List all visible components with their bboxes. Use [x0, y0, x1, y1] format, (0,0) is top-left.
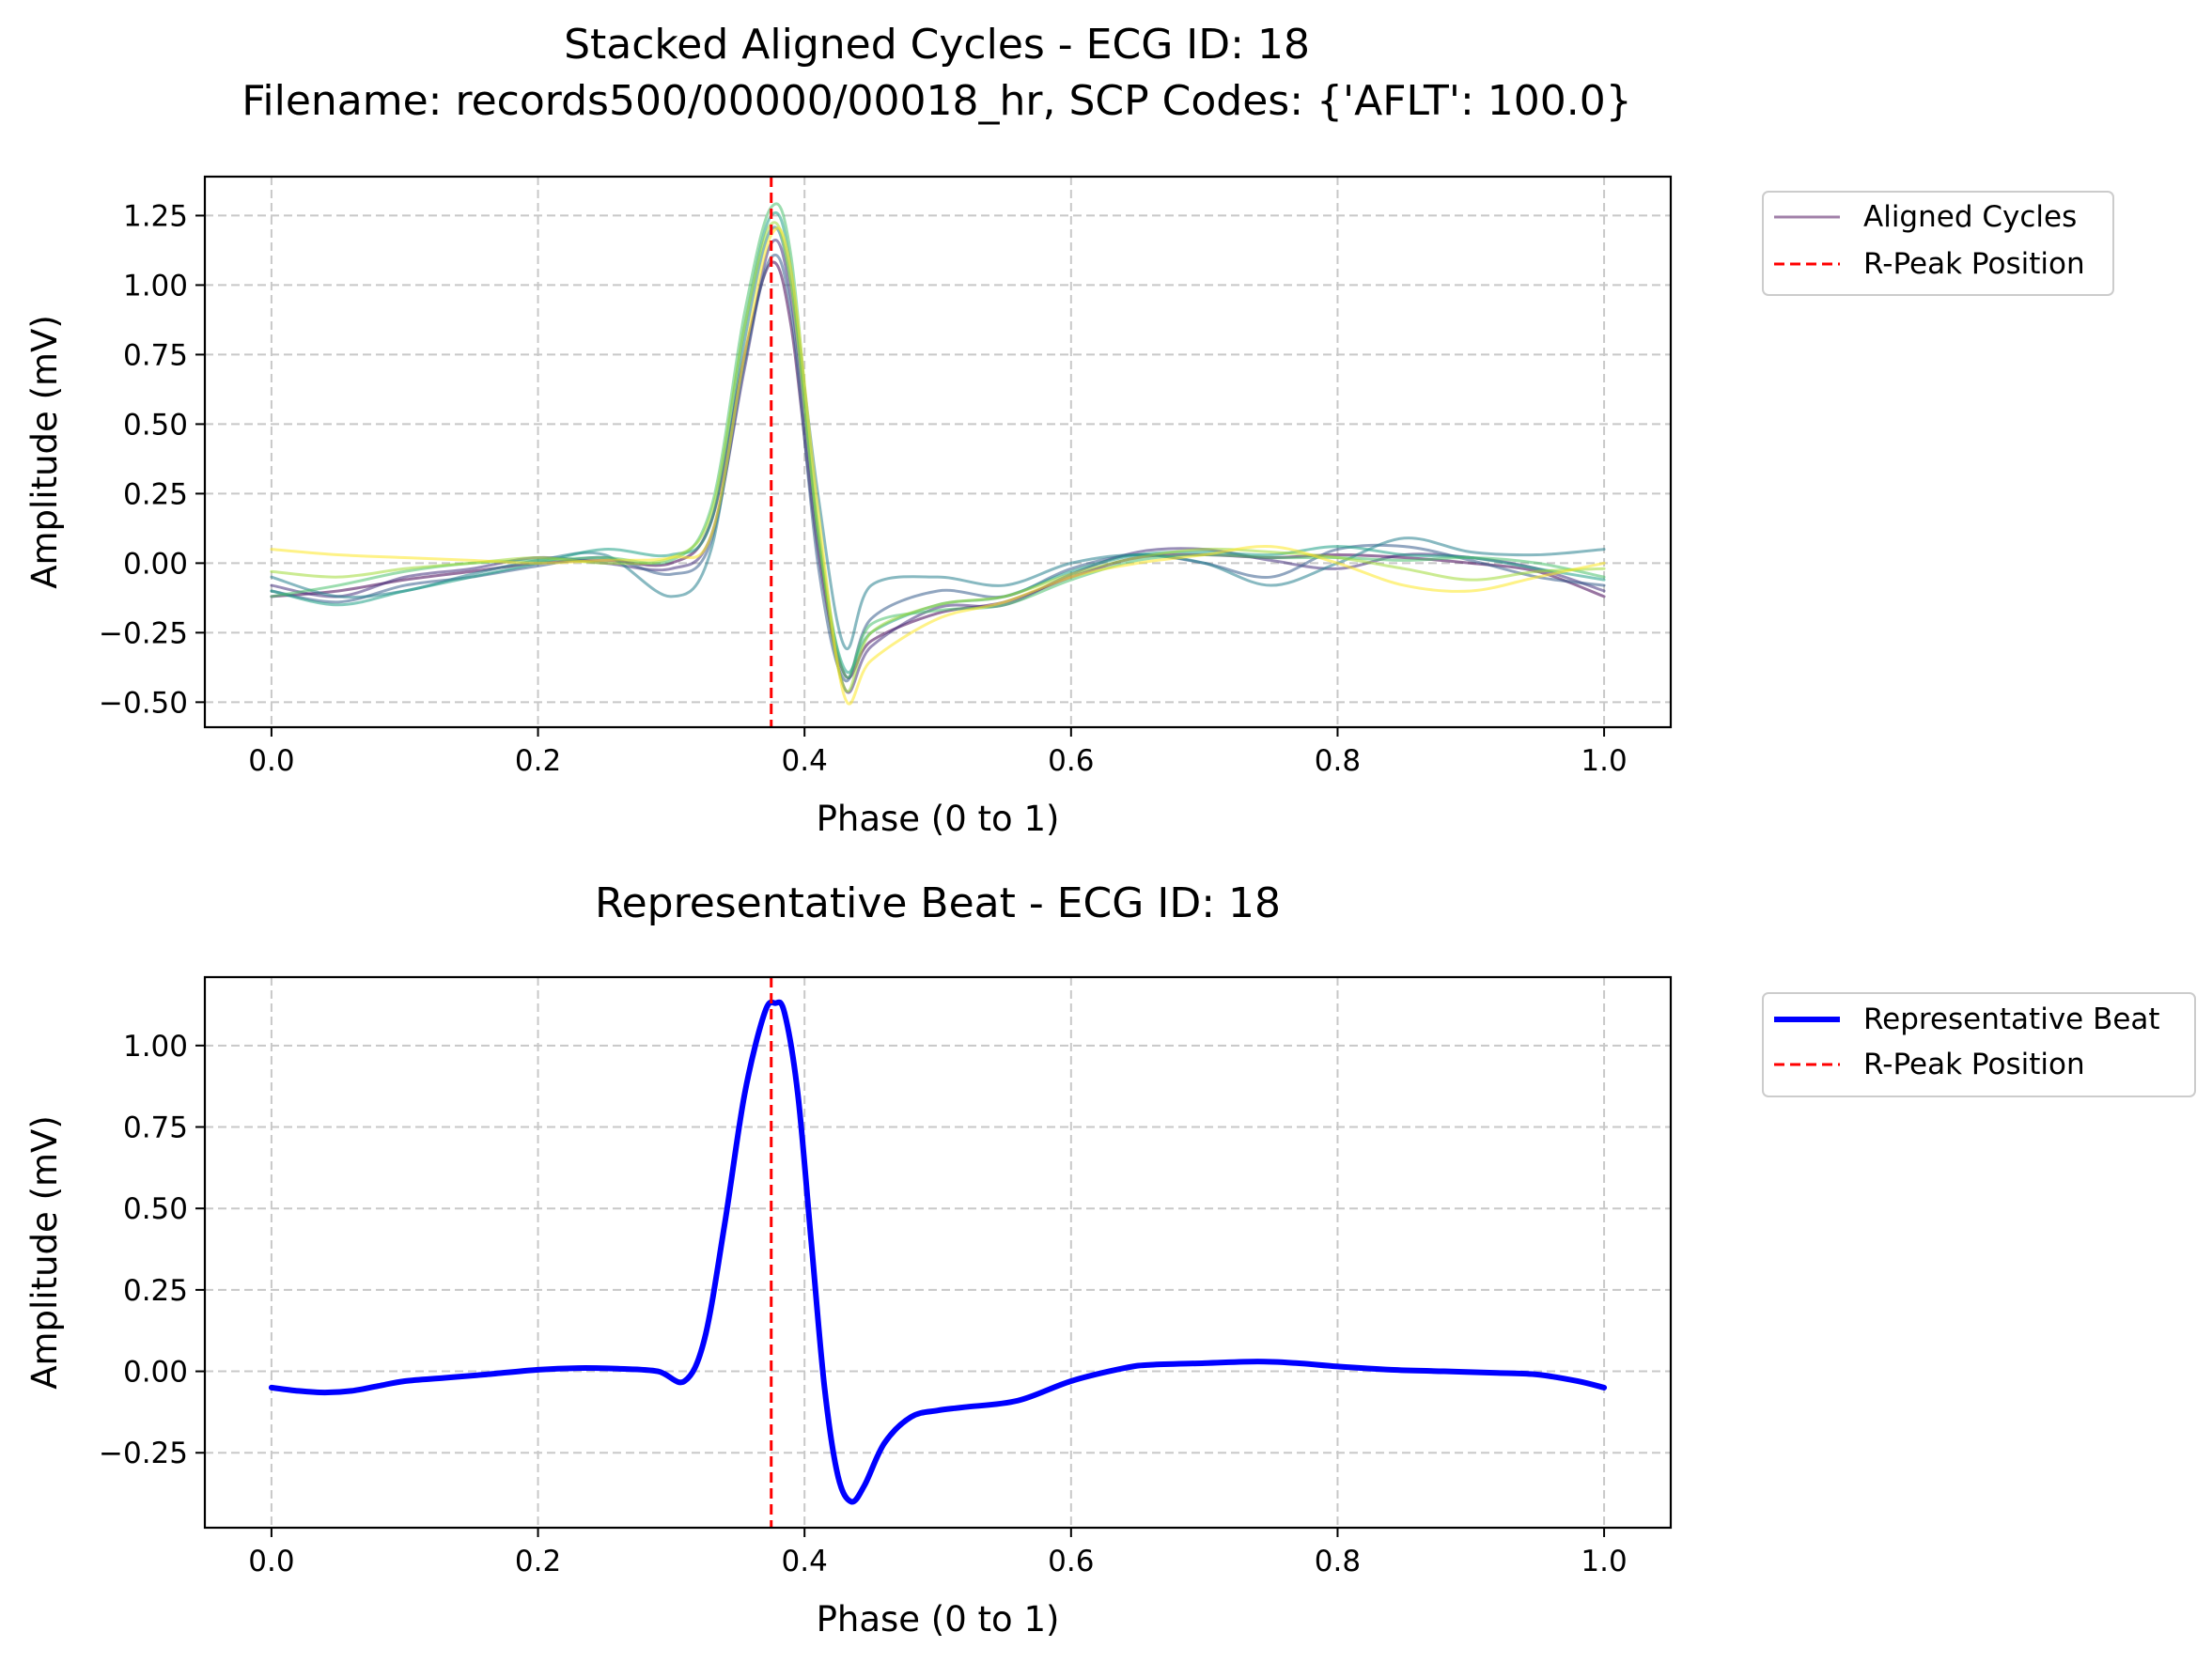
y-tick-label: −0.25	[99, 616, 188, 650]
x-tick-label: 0.8	[1315, 1545, 1361, 1578]
x-tick-label: 0.8	[1315, 744, 1361, 778]
x-tick-label: 0.4	[782, 744, 828, 778]
representative-beat-panel: Representative Beat - ECG ID: 18 0.0 0.2 0…	[24, 879, 2196, 1640]
legend-r-peak-label: R-Peak Position	[1863, 247, 2085, 281]
representative-beat-line	[268, 999, 1608, 1505]
stacked-cycles-ylabel: Amplitude (mV)	[24, 315, 65, 589]
y-tick-label: 0.75	[123, 1111, 188, 1145]
stacked-cycles-xlabel: Phase (0 to 1)	[817, 799, 1060, 839]
legend-frame	[1762, 191, 2114, 296]
x-tick-label: 1.0	[1581, 744, 1627, 778]
y-tick-label: 1.25	[123, 199, 188, 233]
stacked-cycles-grid	[205, 177, 1671, 727]
y-tick-label: 0.25	[123, 1274, 188, 1308]
x-tick-label: 0.4	[782, 1545, 828, 1578]
legend-representative-beat-label: Representative Beat	[1863, 1002, 2160, 1036]
figure-title-line1: Stacked Aligned Cycles - ECG ID: 18	[564, 21, 1310, 69]
representative-beat-legend: Representative Beat R-Peak Position	[1762, 992, 2196, 1097]
y-tick-label: 0.50	[123, 1192, 188, 1226]
y-tick-label: 0.25	[123, 477, 188, 511]
legend-aligned-cycles-label: Aligned Cycles	[1863, 200, 2077, 234]
representative-beat-axes-frame	[203, 975, 1673, 1530]
x-tick-label: 0.0	[248, 744, 294, 778]
stacked-cycles-series	[270, 202, 1606, 706]
y-tick-label: 1.00	[123, 1030, 188, 1064]
stacked-cycles-legend: Aligned Cycles R-Peak Position	[1762, 191, 2114, 296]
y-tick-label: 0.00	[123, 1356, 188, 1390]
representative-beat-xlabel: Phase (0 to 1)	[817, 1599, 1060, 1640]
y-tick-label: 0.50	[123, 408, 188, 442]
stacked-cycles-ticks: 0.0 0.2 0.4 0.6 0.8 1.0 −0.50 −0.25 0.00 0.25 0.50…	[99, 199, 1628, 778]
legend-frame	[1762, 992, 2196, 1097]
x-tick-label: 0.6	[1048, 1545, 1094, 1578]
aligned-cycle-line	[270, 225, 1606, 651]
x-tick-label: 0.2	[515, 744, 561, 778]
representative-beat-ylabel: Amplitude (mV)	[24, 1115, 65, 1390]
representative-beat-series	[268, 999, 1608, 1505]
x-tick-label: 0.6	[1048, 744, 1094, 778]
y-tick-label: 0.00	[123, 547, 188, 581]
x-tick-label: 0.0	[248, 1545, 294, 1578]
y-tick-label: −0.25	[99, 1437, 188, 1470]
representative-beat-ticks: 0.0 0.2 0.4 0.6 0.8 1.0 −0.25 0.00 0.25 0.50 0.75 1…	[99, 1030, 1628, 1578]
y-tick-label: 1.00	[123, 269, 188, 303]
x-tick-label: 0.2	[515, 1545, 561, 1578]
representative-beat-grid	[205, 977, 1671, 1528]
representative-beat-title: Representative Beat - ECG ID: 18	[595, 879, 1281, 927]
y-tick-label: −0.50	[99, 686, 188, 720]
legend-r-peak-label: R-Peak Position	[1863, 1048, 2085, 1081]
y-tick-label: 0.75	[123, 338, 188, 372]
aligned-cycle-line	[270, 226, 1606, 706]
x-tick-label: 1.0	[1581, 1545, 1627, 1578]
stacked-cycles-axes-frame	[203, 175, 1673, 729]
stacked-cycles-panel: 0.0 0.2 0.4 0.6 0.8 1.0 −0.50 −0.25 0.00 0.25 0.50…	[24, 175, 2114, 839]
figure-title-line2: Filename: records500/00000/00018_hr, SCP…	[241, 77, 1631, 125]
